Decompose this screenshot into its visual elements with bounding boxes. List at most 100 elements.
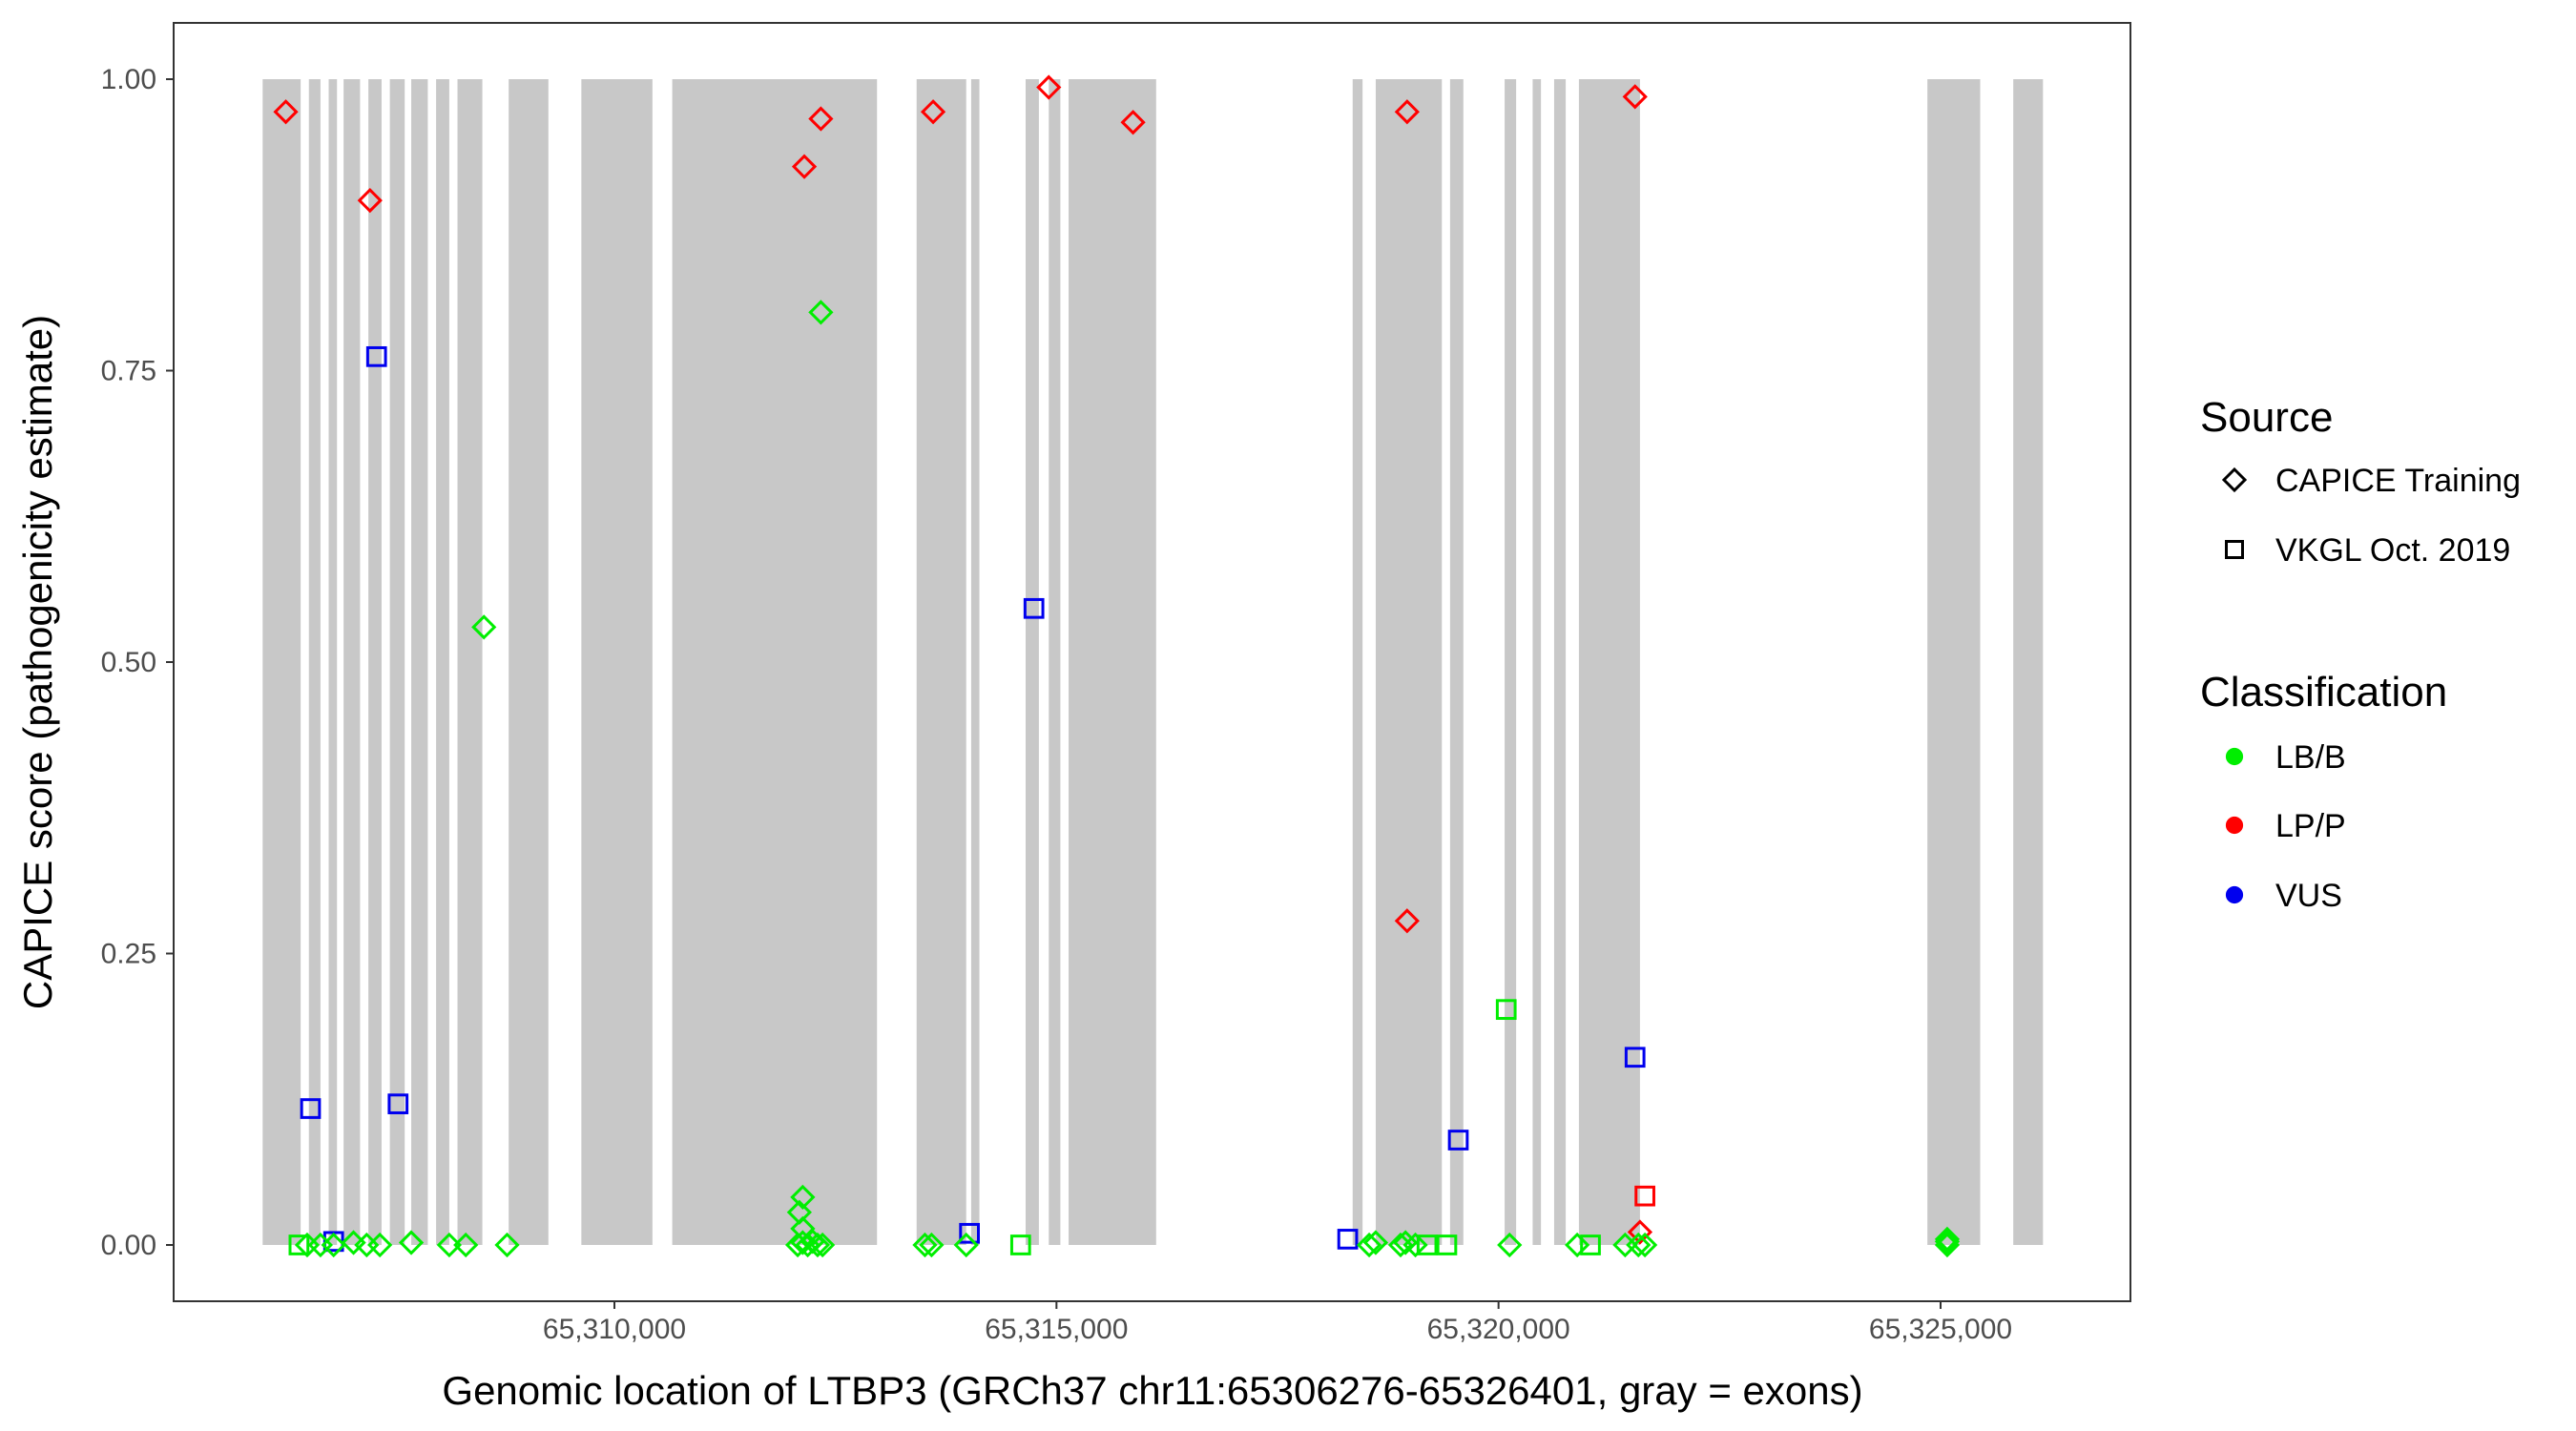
data-point — [288, 1234, 310, 1255]
data-point — [1495, 999, 1517, 1021]
exon-band — [1505, 79, 1517, 1245]
data-point — [1009, 1234, 1031, 1255]
data-point — [453, 1232, 479, 1258]
exon-band — [262, 79, 301, 1245]
y-tick-label: 0.75 — [101, 356, 156, 387]
exon-band — [1578, 79, 1640, 1245]
data-point — [784, 1232, 811, 1258]
legend-class-label: LP/P — [2275, 808, 2346, 844]
data-point — [1626, 1232, 1652, 1258]
exon-band — [581, 79, 653, 1245]
exon-band — [1449, 79, 1464, 1245]
data-point — [471, 614, 497, 640]
data-point — [273, 99, 299, 125]
exon-band — [1532, 79, 1542, 1245]
data-point — [1632, 1232, 1658, 1258]
data-point — [808, 106, 834, 132]
data-point — [1634, 1185, 1655, 1207]
data-point — [953, 1232, 979, 1258]
data-point — [321, 1232, 346, 1258]
data-point — [1023, 597, 1045, 619]
x-tick-label: 65,325,000 — [1869, 1314, 2012, 1345]
data-point — [919, 1232, 945, 1258]
data-point — [808, 300, 834, 325]
exon-band — [1553, 79, 1567, 1245]
data-point — [1624, 1047, 1646, 1068]
data-point — [494, 1232, 520, 1258]
data-point — [1622, 84, 1648, 110]
data-point — [1447, 1130, 1469, 1151]
exon-band — [368, 79, 382, 1245]
data-point — [387, 1093, 409, 1114]
data-point — [1416, 1234, 1438, 1255]
y-tick-label: 0.00 — [101, 1230, 156, 1261]
exon-band — [1049, 79, 1061, 1245]
data-point — [1394, 908, 1420, 934]
exon-bands — [262, 79, 2044, 1245]
legend-dot-icon — [2225, 747, 2244, 766]
data-point — [398, 1230, 425, 1255]
exon-band — [1025, 79, 1039, 1245]
data-point — [1362, 1230, 1389, 1255]
exon-band — [308, 79, 321, 1245]
data-point — [1580, 1234, 1601, 1255]
legend-classification-title: Classification — [2200, 669, 2447, 716]
exon-band — [1352, 79, 1363, 1245]
data-point — [1402, 1232, 1428, 1258]
x-axis-title: Genomic location of LTBP3 (GRCh37 chr11:… — [442, 1368, 1862, 1413]
legend: Source Classification CAPICE Training VKG… — [2200, 394, 2521, 914]
legend-diamond-icon — [2221, 467, 2248, 493]
data-point — [367, 1232, 393, 1258]
data-point — [1394, 99, 1420, 125]
legend-source-label: CAPICE Training — [2275, 463, 2521, 499]
legend-source-label: VKGL Oct. 2019 — [2275, 532, 2510, 569]
exon-band — [2013, 79, 2044, 1245]
legend-dot-icon — [2225, 885, 2244, 904]
legend-class-label: VUS — [2275, 878, 2342, 914]
x-tick-label: 65,320,000 — [1427, 1314, 1570, 1345]
x-tick-label: 65,310,000 — [543, 1314, 686, 1345]
exon-band — [672, 79, 878, 1245]
data-point — [1356, 1232, 1382, 1258]
exon-band — [509, 79, 549, 1245]
data-points — [273, 74, 1961, 1258]
data-point — [791, 154, 818, 179]
exon-band — [411, 79, 428, 1245]
y-tick-label: 1.00 — [101, 64, 156, 95]
data-point — [1934, 1226, 1961, 1253]
exon-band — [389, 79, 405, 1245]
data-point — [1565, 1232, 1590, 1258]
data-point — [1436, 1234, 1458, 1255]
data-point — [810, 1232, 836, 1258]
exon-band — [436, 79, 449, 1245]
data-point — [1337, 1229, 1359, 1250]
data-point — [912, 1232, 938, 1258]
y-tick-label: 0.50 — [101, 647, 156, 678]
data-point — [1497, 1232, 1523, 1258]
exon-band — [1069, 79, 1156, 1245]
data-point — [790, 1230, 816, 1255]
data-point — [790, 1184, 816, 1211]
x-axis: 65,310,000 65,315,000 65,320,000 65,325,000 — [543, 1301, 2012, 1345]
data-point — [365, 345, 387, 367]
legend-square-icon — [2225, 540, 2244, 559]
y-axis-title: CAPICE score (pathogenicity estimate) — [15, 315, 60, 1009]
exon-band — [970, 79, 980, 1245]
legend-source-title: Source — [2200, 394, 2333, 441]
legend-dot-icon — [2225, 816, 2244, 835]
data-point — [357, 187, 383, 214]
exon-band — [343, 79, 361, 1245]
data-point — [300, 1098, 322, 1119]
data-point — [804, 1232, 831, 1258]
exon-band — [1927, 79, 1981, 1245]
data-point — [436, 1232, 463, 1258]
y-tick-label: 0.25 — [101, 939, 156, 970]
exon-band — [916, 79, 966, 1245]
legend-class-label: LB/B — [2275, 739, 2346, 776]
data-point — [920, 99, 946, 125]
data-point — [1627, 1219, 1653, 1245]
data-point — [1934, 1229, 1961, 1255]
exon-band — [328, 79, 338, 1245]
data-point — [959, 1222, 980, 1244]
